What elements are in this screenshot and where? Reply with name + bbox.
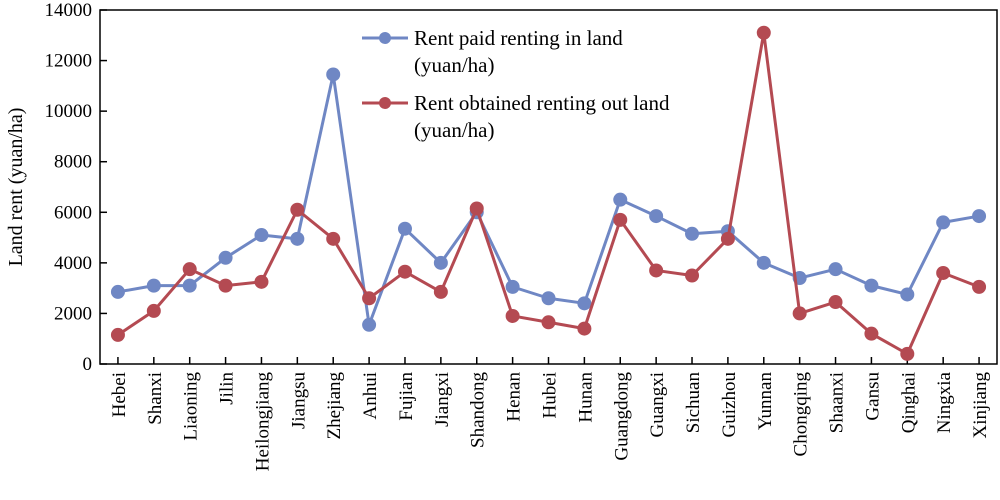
y-axis-title: Land rent (yuan/ha) [5,108,27,267]
series-2-point [290,202,305,217]
series-2-point [900,346,915,361]
series-1-point [182,278,197,293]
x-tick-label: Qinghai [898,372,919,433]
x-tick-label: Zhejiang [324,372,345,440]
series-2-point [218,278,233,293]
x-tick-label: Shaanxi [827,372,848,433]
x-tick-label: Heilongjiang [252,372,273,472]
series-1-point [936,215,951,230]
y-tick-label: 6000 [54,202,92,223]
x-tick-label: Shandong [468,372,489,449]
series-2-point [792,306,807,321]
y-axis: 0 2000 4000 6000 8000 10000 12000 14000 [45,0,107,375]
x-tick-label: Xinjiang [970,372,991,439]
series-1-point [218,250,233,265]
series-2-point [182,262,197,277]
legend: Rent paid renting in land (yuan/ha) Rent… [362,26,670,142]
series-2-point [936,265,951,280]
series-2-point [469,201,484,216]
series-1-point [397,221,412,236]
y-tick-label: 4000 [54,253,92,274]
series-layer [110,25,987,361]
y-tick-label: 8000 [54,152,92,173]
x-tick-label: Sichuan [683,372,704,434]
x-tick-label: Guangxi [647,372,668,437]
series-2-point [433,284,448,299]
series-2-point [613,212,628,227]
series-1-point [541,291,556,306]
series-2-point [649,263,664,278]
y-tick-label: 2000 [54,303,92,324]
series-1-point [972,209,987,224]
x-tick-label: Henan [504,372,525,422]
series-1-point [756,255,771,270]
x-tick-label: Shanxi [145,372,166,425]
x-tick-label: Hubei [540,372,561,418]
series-1-point [254,228,269,243]
legend-label-2-line-2: (yuan/ha) [414,118,494,142]
x-tick-label: Jilin [217,372,238,405]
x-tick-label: Yunnan [755,372,776,431]
series-1-point [685,226,700,241]
series-1-point [433,255,448,270]
series-1-point [146,278,161,293]
series-1-point [828,262,843,277]
x-tick-label: Gansu [862,372,883,421]
series-1-point [864,278,879,293]
series-1-point [649,209,664,224]
y-tick-label: 12000 [45,51,93,72]
series-1-point [613,192,628,207]
y-tick-label: 14000 [45,0,93,21]
series-2-point [254,274,269,289]
x-tick-label: Ningxia [934,371,955,433]
series-2-point [505,308,520,323]
series-1-point [110,284,125,299]
series-2-point [577,321,592,336]
series-2-point [756,25,771,40]
series-2-point [972,279,987,294]
series-1-point [900,287,915,302]
y-tick-label: 0 [83,354,93,375]
x-tick-label: Guangdong [611,372,632,461]
y-tick-label: 10000 [45,101,93,122]
x-tick-label: Jiangxi [432,372,453,427]
plot-frame [99,9,998,365]
x-tick-label: Guizhou [719,372,740,438]
series-2-point [541,315,556,330]
series-1-point [362,317,377,332]
series-2-point [720,231,735,246]
series-2-point [397,264,412,279]
series-2-point [864,326,879,341]
series-1-point [326,67,341,82]
series-2-point [146,303,161,318]
legend-label-1-line-2: (yuan/ha) [414,53,494,77]
series-2-point [828,295,843,310]
x-tick-label: Fujian [396,372,417,421]
series-1-point [290,231,305,246]
x-tick-label: Hunan [575,372,596,423]
legend-marker-2 [379,97,391,109]
legend-label-2-line-1: Rent obtained renting out land [414,91,670,115]
series-2-point [362,291,377,306]
series-1-point [577,296,592,311]
legend-marker-1 [379,32,391,44]
x-tick-label: Liaoning [181,372,202,441]
legend-label-1-line-1: Rent paid renting in land [414,26,623,50]
x-tick-label: Jiangsu [288,372,309,430]
x-tick-label: Chongqing [791,372,812,457]
x-tick-label: Hebei [109,372,130,417]
series-2-point [326,231,341,246]
series-line-2 [117,31,980,356]
x-tick-label: Anhui [360,372,381,420]
series-1-point [505,279,520,294]
series-2-point [110,327,125,342]
x-axis: Hebei Shanxi Liaoning Jilin Heilongjiang Jian… [109,357,991,471]
series-2-point [685,268,700,283]
